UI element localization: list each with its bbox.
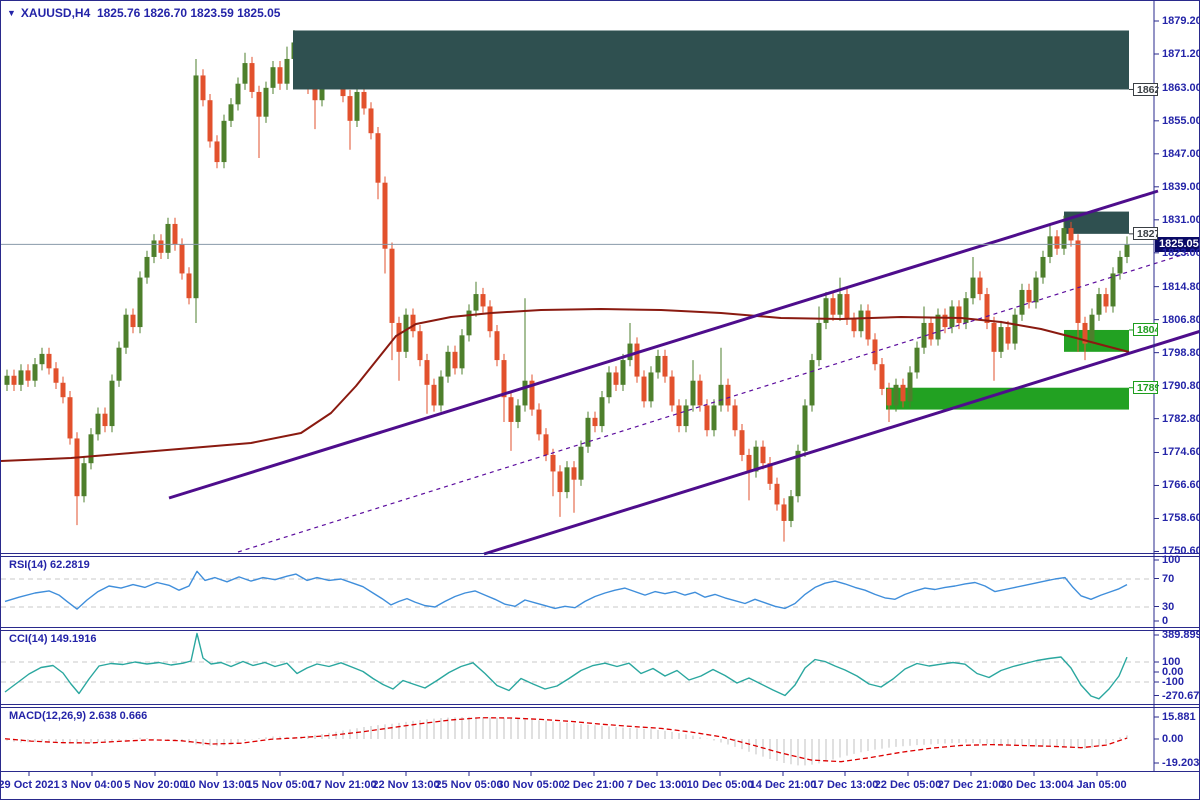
time-axis-label: 25 Nov 05:00 <box>435 779 503 791</box>
supply-zone-major <box>293 30 1129 90</box>
price-axis-label: 1798.80 <box>1162 346 1200 359</box>
time-axis-label: 22 Nov 13:00 <box>372 779 440 791</box>
time-axis-label: 29 Oct 2021 <box>0 779 60 791</box>
macd-scale-label: 0.00 <box>1162 733 1184 745</box>
axis-ticks <box>28 20 1159 776</box>
rsi-scale-label: 30 <box>1162 600 1175 613</box>
rsi-scale-label: 100 <box>1162 554 1181 566</box>
chart-title: ▼ XAUUSD,H4 1825.76 1826.70 1823.59 1825.… <box>7 6 280 20</box>
zone-price-label: 1827 <box>1133 227 1158 241</box>
time-axis-label: 14 Dec 21:00 <box>749 779 817 791</box>
price-axis-label: 1782.80 <box>1162 412 1200 425</box>
macd-indicator-title: MACD(12,26,9) 2.638 0.666 <box>9 710 148 722</box>
zone-price-label: 1789 <box>1133 381 1158 395</box>
supply-zone-minor <box>1064 211 1129 234</box>
cci-scale-label: 100 <box>1162 656 1181 668</box>
price-axis-label: 1774.60 <box>1162 446 1200 459</box>
overlay-lines-layer <box>1 189 1199 556</box>
zones-under-layer <box>886 211 1129 410</box>
time-axis-label: 5 Nov 20:00 <box>124 779 186 791</box>
time-axis-label: 30 Dec 13:00 <box>1000 779 1068 791</box>
price-axis-label: 1863.00 <box>1162 81 1200 94</box>
rsi-indicator-title: RSI(14) 62.2819 <box>9 559 90 571</box>
symbol-period-label: XAUUSD,H4 <box>20 6 91 20</box>
zones-over-layer <box>293 30 1129 90</box>
cci-scale-label: -270.6777 <box>1162 689 1200 702</box>
price-axis-label: 1823.00 <box>1162 246 1200 259</box>
time-axis-label: 30 Nov 05:00 <box>497 779 565 791</box>
demand-zone-1 <box>1064 329 1129 352</box>
time-axis-label: 17 Nov 21:00 <box>309 779 377 791</box>
time-axis-label: 3 Nov 04:00 <box>61 779 123 791</box>
price-axis-label: 1871.20 <box>1162 48 1200 60</box>
price-axis-label: 1879.20 <box>1162 15 1200 27</box>
chart-collapse-icon[interactable]: ▼ <box>7 8 16 18</box>
time-axis-label: 2 Dec 21:00 <box>563 779 625 791</box>
time-axis-label: 10 Dec 05:00 <box>686 779 754 791</box>
time-axis-label: 10 Nov 13:00 <box>183 779 251 791</box>
time-axis-label: 27 Dec 21:00 <box>937 779 1005 791</box>
price-axis-label: 1758.60 <box>1162 512 1200 525</box>
time-axis-label: 7 Dec 13:00 <box>626 779 688 791</box>
macd-scale-label: -19.203 <box>1162 757 1200 769</box>
time-axis-label: 4 Jan 05:00 <box>1067 779 1127 791</box>
price-axis-label: 1814.80 <box>1162 280 1200 293</box>
price-axis-label: 1766.60 <box>1162 479 1200 492</box>
price-axis-label: 1750.60 <box>1162 545 1200 558</box>
time-axis-label: 17 Dec 13:00 <box>811 779 879 791</box>
time-axis-label: 22 Dec 05:00 <box>874 779 942 791</box>
panel-borders <box>1 1 1199 772</box>
price-axis-label: 1806.80 <box>1162 313 1200 326</box>
indicator-layer <box>1 570 1154 766</box>
macd-scale-label: 15.881 <box>1162 711 1196 723</box>
price-axis-label: 1831.00 <box>1162 213 1200 226</box>
cci-indicator-title: CCI(14) 149.1916 <box>9 633 97 645</box>
cci-scale-label: 0.00 <box>1162 666 1184 678</box>
price-axis-label: 1855.00 <box>1162 114 1200 127</box>
cci-scale-label: -100 <box>1162 676 1185 688</box>
cci-scale-label: 389.8993 <box>1162 629 1199 641</box>
zone-price-label: 1804 <box>1133 323 1158 337</box>
time-axis-label: 15 Nov 05:00 <box>246 779 314 791</box>
current-price-badge: 1825.05 <box>1155 236 1199 252</box>
demand-zone-2 <box>886 387 1129 410</box>
candles-layer <box>4 30 1130 542</box>
price-axis-label: 1790.80 <box>1162 379 1200 392</box>
price-axis-label: 1839.00 <box>1162 180 1200 193</box>
ohlc-readout: 1825.76 1826.70 1823.59 1825.05 <box>96 6 281 20</box>
price-axis-label: 1847.00 <box>1162 147 1200 160</box>
rsi-scale-label: 0 <box>1162 615 1169 627</box>
rsi-scale-label: 70 <box>1162 572 1175 585</box>
zone-price-label: 1862 <box>1133 82 1158 96</box>
